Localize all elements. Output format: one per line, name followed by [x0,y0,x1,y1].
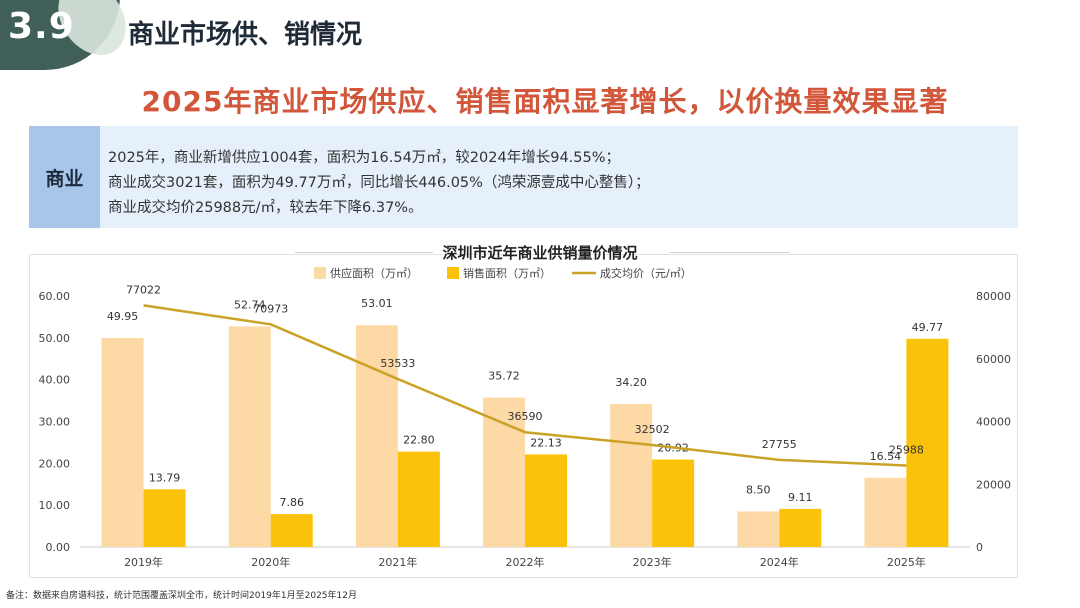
sales-bar-label: 9.11 [788,491,813,504]
summary-text: 2025年，商业新增供应1004套，面积为16.54万㎡，较2024年增长94.… [108,146,650,221]
chart-title-rule-right [670,252,790,253]
chart-title-rule-left [295,252,433,253]
supply-bar [101,338,144,547]
price-label: 32502 [635,423,670,436]
sales-bar [525,454,567,547]
summary-label: 商业 [29,126,100,228]
y-left-tick-label: 40.00 [39,374,71,387]
y-left-tick-label: 10.00 [39,499,71,512]
y-left-tick-label: 60.00 [39,290,71,303]
price-label: 27755 [762,438,797,451]
supply-bar [737,511,780,547]
x-tick-label: 2019年 [124,555,163,569]
summary-line-2: 商业成交3021套，面积为49.77万㎡，同比增长446.05%（鸿荣源壹成中心… [108,175,650,191]
y-right-tick-label: 80000 [976,290,1011,303]
x-tick-label: 2023年 [633,555,672,569]
section-number: 3.9 [8,6,75,47]
x-tick-label: 2024年 [760,555,799,569]
y-left-tick-label: 30.00 [39,416,71,429]
y-left-tick-label: 0.00 [46,541,71,554]
legend-label: 成交均价（元/㎡） [600,266,692,280]
sales-bar [270,514,313,547]
sales-bar [906,338,949,547]
summary-line-3: 商业成交均价25988元/㎡，较去年下降6.37%。 [108,200,423,216]
supply-bar [864,477,907,547]
y-left-tick-label: 20.00 [39,457,71,470]
x-tick-label: 2022年 [506,555,545,569]
y-right-tick-label: 20000 [976,478,1011,491]
legend-label: 销售面积（万㎡） [463,266,551,280]
price-label: 36590 [508,410,543,423]
supply-bar-label: 16.54 [870,450,902,463]
price-label: 77022 [126,283,161,296]
sales-bar-label: 7.86 [279,496,304,509]
legend-label: 供应面积（万㎡） [330,266,418,280]
x-tick-label: 2025年 [887,555,926,569]
sales-bar-label: 22.13 [530,436,562,449]
summary-box: 商业 2025年，商业新增供应1004套，面积为16.54万㎡，较2024年增长… [29,126,1018,228]
y-right-tick-label: 0 [976,541,983,554]
supply-bar [610,403,653,547]
sales-bar [397,451,440,547]
supply-bar-label: 35.72 [488,370,520,383]
supply-bar-label: 8.50 [746,483,771,496]
headline: 2025年商业市场供应、销售面积显著增长，以价换量效果显著 [141,85,949,118]
sales-bar [652,459,695,547]
summary-line-1: 2025年，商业新增供应1004套，面积为16.54万㎡，较2024年增长94.… [108,150,621,166]
supply-bar [355,325,398,547]
footnote: 备注：数据来自房谱科技，统计范围覆盖深圳全市，统计时间2019年1月至2025年… [6,591,357,601]
y-right-tick-label: 60000 [976,353,1011,366]
x-tick-label: 2021年 [378,555,417,569]
sales-bar [143,489,186,547]
sales-bar-label: 13.79 [149,471,181,484]
section-title: 商业市场供、销情况 [128,20,363,50]
supply-bar-label: 49.95 [107,310,139,323]
sales-bar-label: 22.80 [403,434,435,447]
supply-bar-label: 34.20 [615,376,647,389]
price-line [143,304,907,467]
supply-bar [228,326,271,547]
price-label: 70973 [253,302,288,315]
chart-title: 深圳市近年商业供销量价情况 [442,244,638,262]
supply-bar-label: 52.74 [234,298,266,311]
price-label: 53533 [380,357,415,370]
legend-swatch [447,267,459,279]
y-right-tick-label: 40000 [976,416,1011,429]
y-left-tick-label: 50.00 [39,332,71,345]
sales-bar-label: 49.77 [912,321,944,334]
x-tick-label: 2020年 [251,555,290,569]
price-label: 25988 [889,443,924,456]
sales-bar [779,508,822,547]
legend-swatch [314,267,326,279]
supply-bar-label: 53.01 [361,297,393,310]
